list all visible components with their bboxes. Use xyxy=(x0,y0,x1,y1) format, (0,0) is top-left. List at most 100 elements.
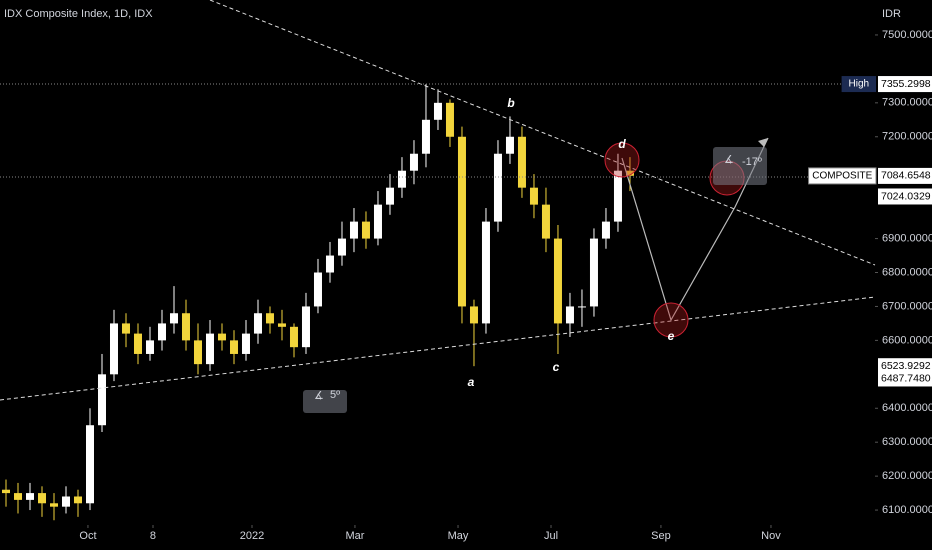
x-tick-label: 2022 xyxy=(240,530,264,542)
x-tick-label: Nov xyxy=(761,530,781,542)
candle-body xyxy=(85,425,94,504)
candle-body xyxy=(409,153,418,171)
wave-label: c xyxy=(553,360,560,374)
angle-label: 5º xyxy=(330,389,340,401)
candle-body xyxy=(397,170,406,188)
candle-body xyxy=(301,306,310,348)
y-tick-label: 7300.0000 xyxy=(882,97,932,109)
drawings: ∡ ∡ 5º -17º a b c d e xyxy=(0,0,876,413)
candle-body xyxy=(253,313,262,334)
price-tag xyxy=(878,358,932,375)
candle-body xyxy=(97,374,106,426)
x-tick-label: Jul xyxy=(544,530,558,542)
price-tag-label: 7084.6548 xyxy=(881,170,931,182)
y-tick-label: 6600.0000 xyxy=(882,334,932,346)
circle-d xyxy=(604,142,640,178)
y-tick-label: 7500.0000 xyxy=(882,29,932,41)
y-tick-label: 6100.0000 xyxy=(882,504,932,516)
candle-body xyxy=(541,204,550,239)
candle-body xyxy=(589,238,598,307)
y-tick-label: 6800.0000 xyxy=(882,266,932,278)
candle-body xyxy=(13,493,22,500)
candle-body xyxy=(517,136,526,188)
wave-label: a xyxy=(468,375,475,389)
price-tag-label: 7024.0329 xyxy=(881,190,931,202)
y-axis-label: IDR xyxy=(882,8,901,20)
upper-trendline xyxy=(209,0,876,266)
angle-icon: ∡ xyxy=(314,390,324,402)
candle-body xyxy=(73,496,82,504)
candle-body xyxy=(325,255,334,273)
angle-box xyxy=(303,390,347,413)
x-tick-label: Mar xyxy=(345,530,364,542)
candle-body xyxy=(157,323,166,341)
candle-body xyxy=(385,187,394,205)
price-tag xyxy=(878,370,932,387)
y-tick-label: 6200.0000 xyxy=(882,470,932,482)
candle-body xyxy=(565,306,574,324)
price-tag-label: 6487.7480 xyxy=(881,372,931,384)
candle-body xyxy=(49,503,58,507)
price-tag xyxy=(878,188,932,205)
x-tick-label: 8 xyxy=(150,530,156,542)
wave-label: e xyxy=(668,329,675,343)
candle-body xyxy=(169,313,178,324)
candle-body xyxy=(181,313,190,341)
y-tick-label: 6700.0000 xyxy=(882,300,932,312)
candle-body xyxy=(625,170,634,176)
circle-e xyxy=(653,302,689,338)
candle-body xyxy=(1,489,10,494)
x-tick-label: Sep xyxy=(651,530,671,542)
candle-body xyxy=(277,323,286,327)
angle-label: -17º xyxy=(742,156,762,168)
candle-body xyxy=(493,153,502,222)
candle-body xyxy=(109,323,118,375)
y-tick-label: 6300.0000 xyxy=(882,436,932,448)
candle-body xyxy=(433,102,442,120)
candle-body xyxy=(25,493,34,500)
candle-body xyxy=(241,333,250,354)
wave-label: b xyxy=(507,96,514,110)
tag-box xyxy=(841,76,876,93)
candle-body xyxy=(265,313,274,324)
candle-body xyxy=(133,333,142,354)
candle-body xyxy=(337,238,346,256)
candle-body xyxy=(205,333,214,365)
candle-body xyxy=(373,204,382,239)
candle-body xyxy=(457,136,466,307)
candle-body xyxy=(577,306,586,308)
candle-body xyxy=(289,326,298,348)
chart-title: IDX Composite Index, 1D, IDX xyxy=(4,8,153,20)
angle-icon: ∡ xyxy=(724,154,734,166)
candle-body xyxy=(445,102,454,137)
y-tick-label: 6400.0000 xyxy=(882,402,932,414)
y-tick-label: 6900.0000 xyxy=(882,232,932,244)
price-tag xyxy=(878,167,932,184)
candle-body xyxy=(481,221,490,324)
y-tick-label: 7200.0000 xyxy=(882,131,932,143)
candle-body xyxy=(421,119,430,154)
candle-body xyxy=(145,340,154,354)
price-tag xyxy=(878,76,932,93)
x-tick-label: May xyxy=(448,530,469,542)
candles xyxy=(1,84,634,521)
candle-body xyxy=(217,333,226,341)
tag-box xyxy=(808,167,877,185)
candle-body xyxy=(613,170,622,222)
candle-body xyxy=(361,221,370,239)
candle-body xyxy=(601,221,610,239)
candle-body xyxy=(553,238,562,324)
tag-label: COMPOSITE xyxy=(812,171,872,182)
candle-body xyxy=(349,221,358,239)
candle-body xyxy=(229,340,238,354)
candle-body xyxy=(37,493,46,504)
arrow-head xyxy=(758,138,768,147)
candle-body xyxy=(469,306,478,324)
angle-box xyxy=(713,147,767,185)
price-tag-label: 7355.2998 xyxy=(881,78,931,90)
wave-label: d xyxy=(618,137,626,151)
candle-body xyxy=(193,340,202,365)
candle-body xyxy=(505,136,514,154)
